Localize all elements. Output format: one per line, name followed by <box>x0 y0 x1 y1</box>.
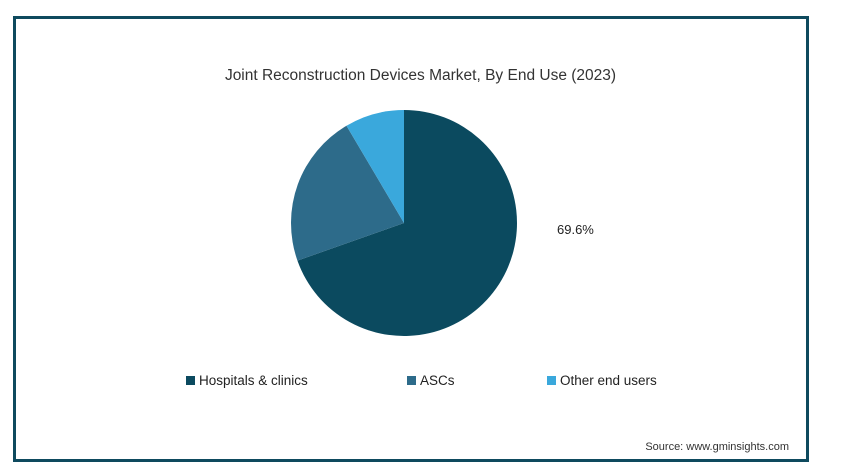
legend-swatch <box>407 376 416 385</box>
legend-swatch <box>547 376 556 385</box>
slice-hospitals <box>297 110 517 336</box>
slice-ascs <box>291 125 404 261</box>
data-label-hospitals: 69.6% <box>557 222 594 237</box>
legend-swatch <box>186 376 195 385</box>
legend-item-hospitals: Hospitals & clinics <box>186 373 308 388</box>
legend-item-other: Other end users <box>547 373 657 388</box>
legend-label: ASCs <box>420 373 455 388</box>
legend-label: Hospitals & clinics <box>199 373 308 388</box>
slice-other <box>346 110 404 223</box>
chart-title: Joint Reconstruction Devices Market, By … <box>224 67 617 84</box>
source-note: Source: www.gminsights.com <box>645 441 789 453</box>
legend-label: Other end users <box>560 373 657 388</box>
legend-item-ascs: ASCs <box>407 373 455 388</box>
